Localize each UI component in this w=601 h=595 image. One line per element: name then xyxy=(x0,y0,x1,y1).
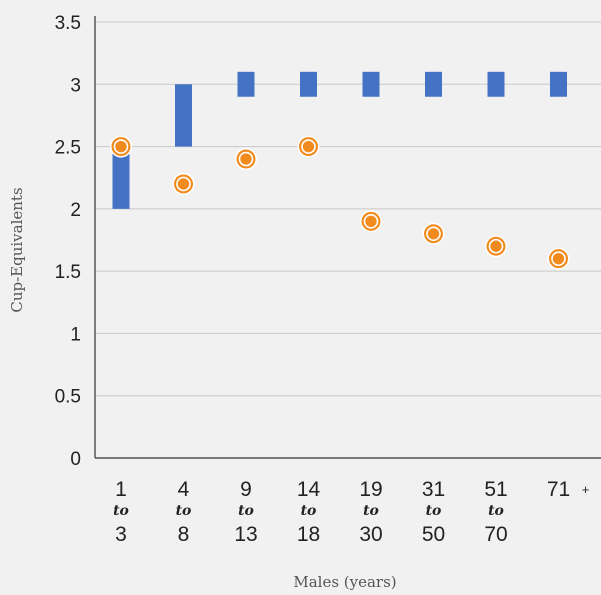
y-tick-label: 0 xyxy=(70,449,81,470)
range-bar xyxy=(550,71,567,97)
range-bar xyxy=(362,71,380,97)
gridlines xyxy=(95,21,601,397)
axes xyxy=(94,16,601,459)
x-tick-label: 71 + xyxy=(547,478,589,501)
point-inner-ring xyxy=(363,214,379,229)
y-tick-label: 1.5 xyxy=(55,262,81,283)
point-inner-ring xyxy=(176,176,191,192)
x-tick-connector: to xyxy=(488,503,504,519)
intake-points xyxy=(110,135,570,270)
x-tick-start: 51 xyxy=(484,478,507,501)
x-tick-connector: to xyxy=(363,503,379,519)
x-tick-label: 51 to 70 xyxy=(484,478,507,546)
x-tick-start: 14 xyxy=(297,478,321,501)
x-tick-connector: to xyxy=(426,503,442,519)
y-tick-label: 3 xyxy=(70,75,81,96)
y-tick-label: 2.5 xyxy=(55,138,81,159)
x-tick-label: 14 to 18 xyxy=(297,478,321,546)
range-bar xyxy=(237,71,255,97)
x-tick-end: 18 xyxy=(297,523,320,546)
x-tick-label: 9 to 13 xyxy=(234,478,257,546)
x-tick-connector: to xyxy=(238,503,254,519)
range-bar xyxy=(487,71,505,97)
range-bar xyxy=(112,146,130,209)
x-tick-connector: to xyxy=(301,503,317,519)
point-inner-ring xyxy=(301,139,316,154)
x-tick-label: 1 to 3 xyxy=(113,478,129,546)
x-tick-start: 1 xyxy=(115,478,127,501)
range-bar xyxy=(425,71,442,97)
x-tick-connector: to xyxy=(176,503,192,519)
x-tick-end: 8 xyxy=(178,523,190,546)
x-tick-end: 50 xyxy=(422,523,445,546)
x-tick-end: 30 xyxy=(359,523,382,546)
range-bar xyxy=(300,71,317,97)
y-tick-label: 2 xyxy=(70,200,81,221)
y-tick-label: 0.5 xyxy=(55,387,81,408)
x-tick-end: 70 xyxy=(484,523,507,546)
y-axis-title: Cup-Equivalents xyxy=(8,187,26,312)
point-inner-ring xyxy=(238,151,254,167)
range-bar xyxy=(175,84,192,147)
x-tick-start: 19 xyxy=(359,478,382,501)
x-tick-label: 4 to 8 xyxy=(176,478,192,546)
x-tick-end: 3 xyxy=(115,523,127,546)
range-bars xyxy=(112,71,567,209)
y-tick-label: 1 xyxy=(70,324,81,345)
x-tick-end: 13 xyxy=(234,523,257,546)
point-inner-ring xyxy=(488,238,504,254)
x-tick-labels: 1 to 3 4 to 8 9 to 13 14 to 18 19 to 30 31 to 50 51 to 70 71 + xyxy=(113,478,589,546)
y-tick-labels: 0 0.5 1 1.5 2 2.5 3 3.5 xyxy=(55,13,81,470)
x-tick-start: 9 xyxy=(240,478,252,501)
x-tick-start: 4 xyxy=(178,478,190,501)
x-tick-label: 19 to 30 xyxy=(359,478,382,546)
x-tick-start: 71 xyxy=(547,478,570,501)
x-tick-connector: to xyxy=(113,503,129,519)
x-tick-label: 31 to 50 xyxy=(422,478,445,546)
x-tick-suffix: + xyxy=(582,482,590,497)
point-inner-ring xyxy=(426,226,441,242)
y-tick-label: 3.5 xyxy=(55,13,81,34)
point-inner-ring xyxy=(113,139,129,154)
point-inner-ring xyxy=(551,251,566,266)
x-axis-title: Males (years) xyxy=(293,573,396,591)
x-tick-start: 31 xyxy=(422,478,445,501)
